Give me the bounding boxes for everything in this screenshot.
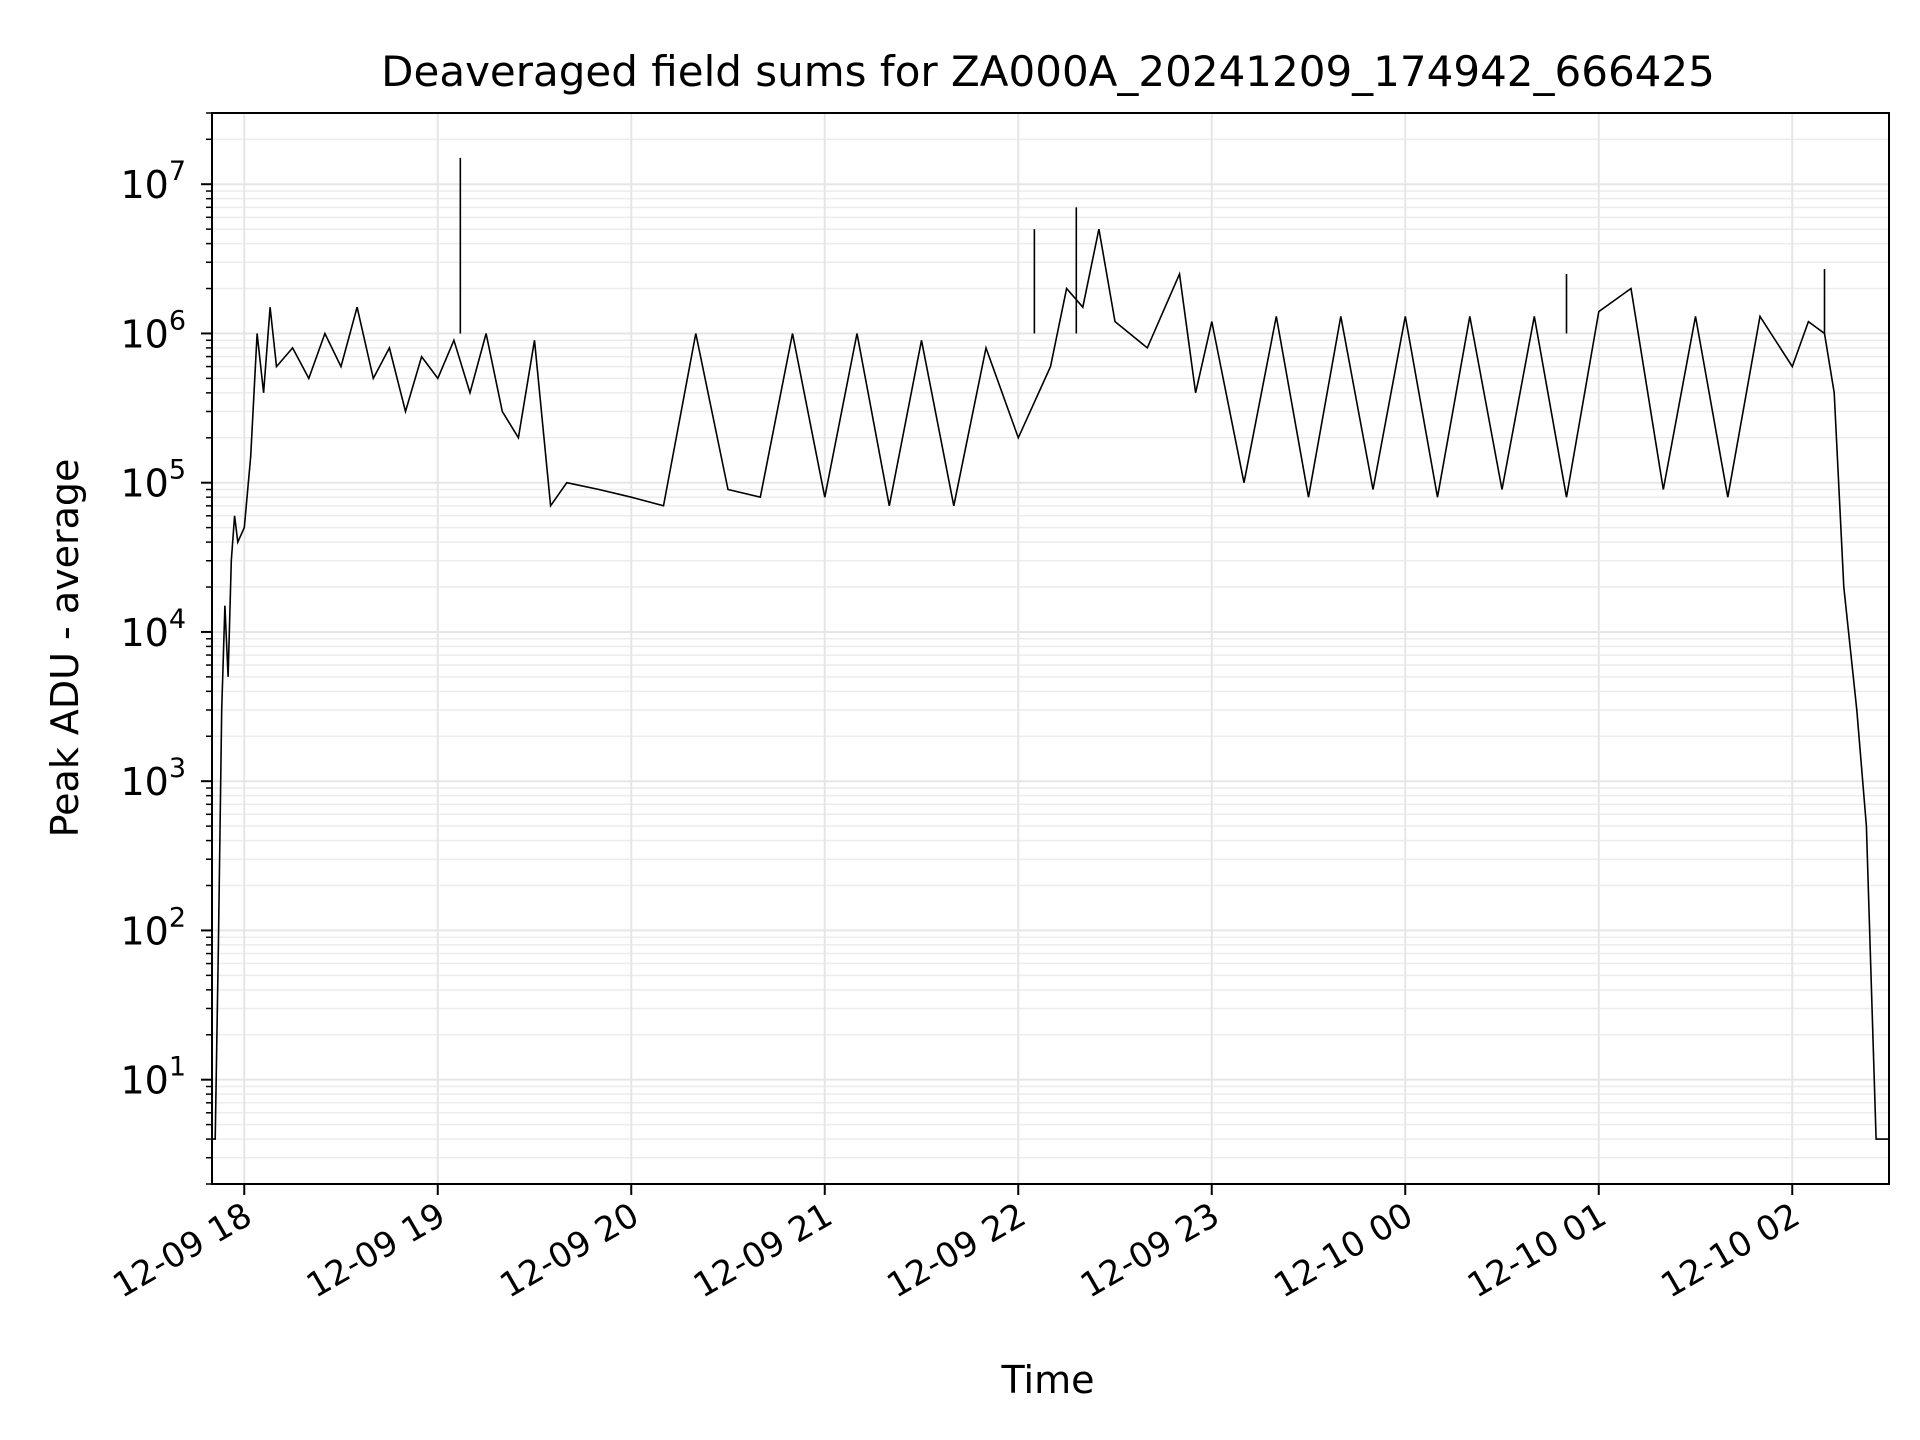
x-tick-label: 12-10 01 [1461, 1195, 1613, 1306]
x-tick-label: 12-09 21 [687, 1195, 839, 1306]
grid [212, 112, 1889, 1185]
y-tick-label: 103 [120, 753, 186, 804]
y-tick-label: 104 [120, 604, 186, 655]
x-tick-label: 12-09 18 [106, 1195, 258, 1306]
y-tick-label: 101 [120, 1052, 186, 1103]
x-axis: 12-09 18 12-09 19 12-09 20 12-09 21 12-09 22… [106, 1184, 1807, 1306]
y-tick-label: 106 [120, 305, 186, 356]
x-tick-label: 12-09 22 [880, 1195, 1032, 1306]
x-tick-label: 12-09 20 [493, 1195, 645, 1306]
x-tick-label: 12-09 23 [1074, 1195, 1226, 1306]
x-tick-label: 12-09 19 [300, 1195, 452, 1306]
x-tick-label: 12-10 02 [1654, 1195, 1806, 1306]
y-tick-label: 102 [120, 902, 186, 953]
x-axis-label: Time [1001, 1358, 1095, 1402]
series-line [212, 228, 1889, 1140]
y-axis-label: Peak ADU - average [43, 459, 87, 838]
y-axis: 101 102 103 104 105 106 107 [120, 112, 212, 1185]
x-tick-label: 12-10 00 [1267, 1195, 1419, 1306]
chart-title: Deaveraged field sums for ZA000A_2024120… [381, 47, 1715, 96]
y-tick-label: 107 [120, 156, 186, 207]
series-group [212, 157, 1889, 1140]
plot-frame [211, 112, 1890, 1185]
y-tick-label: 105 [120, 455, 186, 506]
